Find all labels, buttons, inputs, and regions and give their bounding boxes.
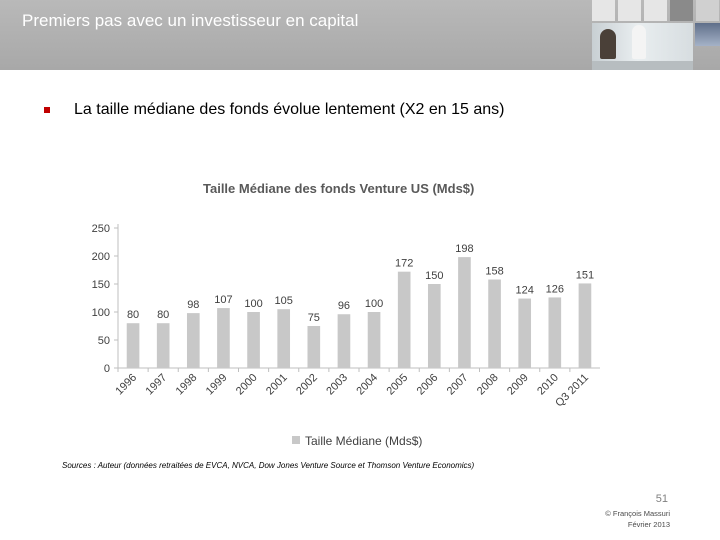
- y-tick-label: 100: [92, 307, 110, 319]
- bullet-text: La taille médiane des fonds évolue lente…: [74, 101, 505, 118]
- data-label: 100: [365, 298, 383, 310]
- data-label: 107: [214, 294, 232, 306]
- data-label: 100: [244, 298, 262, 310]
- photo-tile: [618, 0, 641, 21]
- bar: [397, 271, 411, 368]
- chart-title: Taille Médiane des fonds Venture US (Mds…: [203, 181, 474, 196]
- x-tick-label: 2004: [354, 372, 380, 398]
- x-tick-label: 1999: [204, 372, 230, 398]
- x-tick-label: 2007: [445, 372, 471, 398]
- data-label: 80: [157, 309, 169, 321]
- legend-label: Taille Médiane (Mds$): [305, 434, 422, 448]
- data-label: 158: [485, 266, 503, 278]
- bar: [488, 279, 501, 368]
- y-tick-label: 150: [92, 279, 110, 291]
- y-tick-label: 50: [98, 335, 110, 347]
- page-number: 51: [655, 493, 668, 505]
- copyright: © François Massuri: [605, 509, 670, 518]
- bar: [217, 308, 230, 368]
- data-label: 75: [308, 312, 320, 324]
- x-tick-label: 2001: [264, 372, 290, 398]
- bar: [277, 309, 291, 368]
- header-photo-collage: [592, 0, 720, 70]
- x-tick-label: 2005: [385, 372, 411, 398]
- x-tick-label: 2002: [294, 372, 320, 398]
- bar: [578, 283, 592, 368]
- date: Février 2013: [627, 520, 670, 529]
- x-tick-label: 1996: [113, 372, 139, 398]
- photo-tile: [644, 0, 667, 21]
- bar-chart: Taille Médiane des fonds Venture US (Mds…: [92, 181, 600, 448]
- data-label: 124: [516, 285, 534, 297]
- bar: [337, 314, 351, 368]
- bar: [427, 284, 441, 368]
- bar: [186, 313, 200, 368]
- chart-legend: Taille Médiane (Mds$): [292, 434, 422, 448]
- slide-title: Premiers pas avec un investisseur en cap…: [22, 11, 359, 30]
- x-tick-label: Q3 2011: [553, 372, 591, 410]
- bullet-marker: [44, 107, 50, 113]
- x-tick-label: 2000: [234, 372, 260, 398]
- legend-swatch: [292, 436, 300, 444]
- data-label: 198: [455, 243, 473, 255]
- photo-tile: [696, 0, 719, 21]
- data-label: 96: [338, 300, 350, 312]
- bar: [247, 312, 260, 368]
- data-label: 172: [395, 258, 413, 270]
- data-label: 150: [425, 270, 443, 282]
- x-tick-label: 1997: [144, 372, 170, 398]
- x-tick-label: 2003: [324, 372, 350, 398]
- data-label: 151: [576, 269, 594, 281]
- x-tick-label: 2006: [415, 372, 441, 398]
- x-tick-label: 2009: [505, 372, 531, 398]
- photo-tile: [592, 0, 615, 21]
- x-tick-label: 2008: [475, 372, 501, 398]
- x-tick-label: 2010: [535, 372, 561, 398]
- bar: [458, 257, 471, 368]
- bar: [126, 323, 140, 368]
- y-tick-label: 0: [104, 363, 110, 375]
- y-tick-label: 200: [92, 251, 110, 263]
- x-tick-label: 1998: [174, 372, 200, 398]
- data-label: 126: [546, 283, 564, 295]
- bar: [548, 297, 562, 368]
- bar: [367, 312, 381, 368]
- data-label: 80: [127, 309, 139, 321]
- bar: [307, 326, 321, 368]
- bar: [518, 298, 532, 368]
- office-photo: [592, 23, 693, 70]
- data-label: 105: [275, 295, 293, 307]
- bar: [156, 323, 170, 368]
- photo-tile: [695, 23, 720, 46]
- photo-tile: [670, 0, 693, 21]
- data-label: 98: [187, 299, 199, 311]
- y-tick-label: 250: [92, 223, 110, 235]
- sources-note: Sources : Auteur (données retraitées de …: [62, 461, 475, 470]
- header-bar: Premiers pas avec un investisseur en cap…: [0, 0, 720, 70]
